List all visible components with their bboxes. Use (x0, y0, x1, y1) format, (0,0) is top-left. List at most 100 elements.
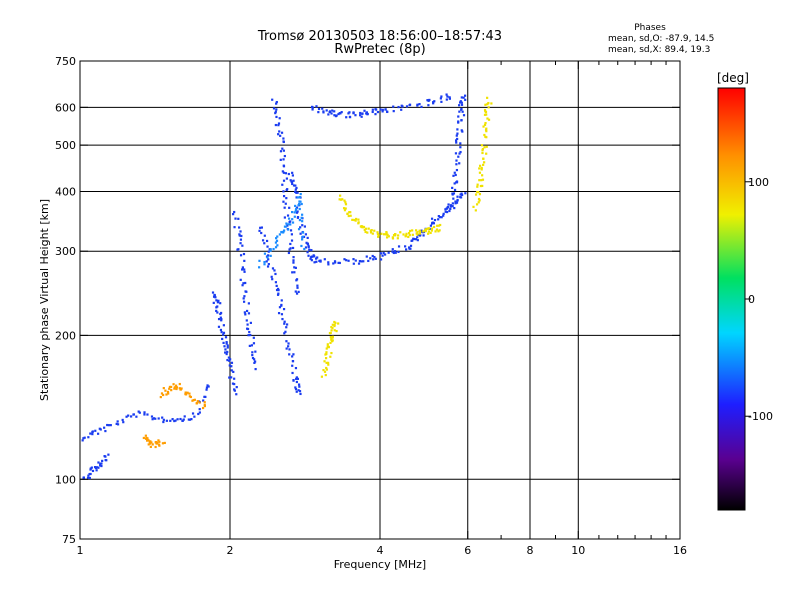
data-point (304, 246, 308, 249)
data-point (292, 179, 295, 182)
data-point (203, 403, 206, 406)
data-point (411, 233, 414, 236)
data-point (278, 306, 282, 309)
data-point (116, 423, 120, 426)
data-point (464, 192, 467, 195)
data-point (101, 459, 104, 462)
data-point (293, 266, 296, 269)
data-point (452, 174, 455, 177)
data-point (250, 344, 253, 347)
data-point (285, 326, 288, 329)
data-point (282, 149, 285, 152)
data-point (376, 232, 380, 236)
data-point (283, 322, 286, 325)
data-point (475, 203, 479, 206)
data-point (364, 227, 368, 230)
data-point (437, 224, 440, 227)
data-point (445, 93, 448, 96)
data-point (97, 461, 100, 464)
data-point (202, 399, 205, 402)
data-point (296, 216, 300, 219)
data-point (157, 417, 160, 420)
data-point (183, 415, 186, 418)
data-point (422, 230, 425, 233)
data-point (461, 110, 464, 113)
data-point (387, 235, 390, 238)
data-point (279, 150, 283, 153)
data-point (327, 113, 330, 116)
data-point (432, 225, 436, 229)
data-point (328, 110, 332, 113)
data-point (266, 256, 269, 259)
data-point (149, 445, 152, 448)
data-point (459, 146, 462, 149)
data-point (261, 239, 265, 242)
data-point (274, 246, 278, 249)
data-point (260, 226, 263, 229)
data-point (125, 415, 128, 418)
data-point (282, 158, 285, 161)
data-point (216, 311, 219, 314)
colorbar-tick-label: 100 (748, 176, 769, 189)
data-point (442, 214, 445, 217)
data-point (241, 268, 244, 271)
data-point (463, 94, 467, 97)
data-point (81, 439, 84, 442)
data-point (402, 233, 405, 236)
data-point (348, 111, 351, 114)
data-point (248, 344, 251, 347)
data-point (276, 287, 280, 290)
data-point (454, 173, 457, 177)
data-point (427, 230, 430, 233)
data-point (486, 96, 489, 99)
data-point (317, 107, 321, 111)
data-point (451, 202, 454, 205)
data-point (296, 377, 300, 380)
data-point (285, 177, 288, 180)
data-point (184, 393, 187, 396)
data-point (295, 380, 298, 384)
data-point (275, 237, 278, 240)
data-point (327, 363, 330, 366)
data-point (293, 211, 296, 214)
data-point (219, 328, 223, 332)
data-point (430, 229, 433, 232)
data-point (325, 361, 328, 364)
data-point (288, 206, 291, 209)
data-point (230, 376, 233, 379)
data-point (299, 226, 302, 229)
data-point (287, 345, 290, 348)
data-point (274, 123, 277, 127)
data-point (292, 261, 295, 264)
data-point (277, 289, 280, 292)
data-point (330, 329, 333, 332)
data-point (286, 323, 289, 326)
data-point (430, 227, 434, 230)
data-point (173, 419, 176, 423)
data-point (220, 331, 223, 334)
data-point (291, 360, 295, 363)
data-point (274, 110, 277, 113)
data-point (339, 112, 342, 115)
data-point (286, 224, 289, 227)
data-point (274, 241, 278, 244)
data-point (301, 231, 305, 234)
data-point (196, 400, 199, 403)
data-point (97, 466, 100, 469)
data-point (295, 376, 298, 379)
data-point (325, 366, 328, 370)
data-point (474, 193, 478, 196)
data-point (216, 305, 219, 308)
data-point (233, 382, 236, 386)
data-point (273, 269, 276, 272)
data-point (275, 288, 279, 292)
data-point (168, 385, 172, 389)
data-point (458, 101, 462, 104)
data-point (161, 416, 164, 419)
data-point (416, 231, 419, 234)
data-point (291, 355, 294, 358)
data-point (292, 184, 296, 187)
data-point (215, 299, 218, 302)
data-point (98, 427, 101, 430)
data-point (283, 229, 286, 232)
